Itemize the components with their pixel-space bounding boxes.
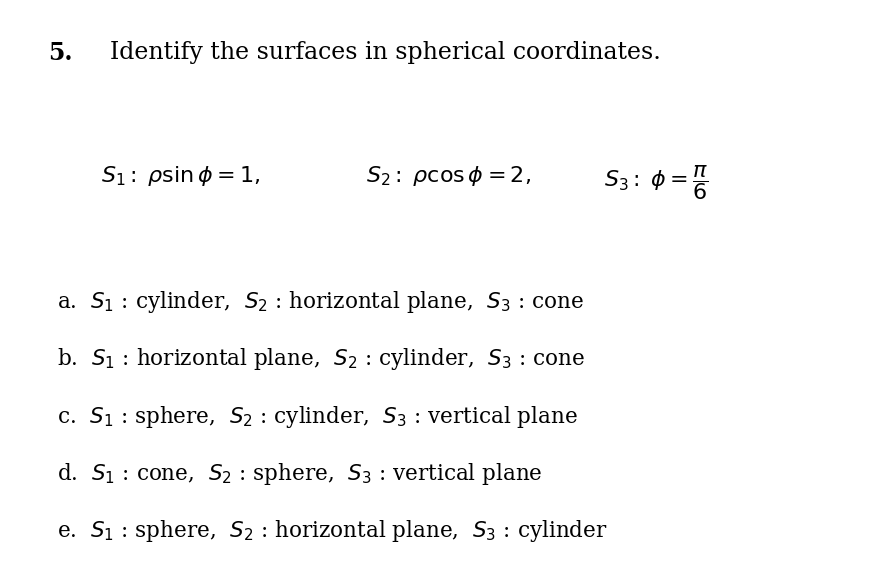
Text: Identify the surfaces in spherical coordinates.: Identify the surfaces in spherical coord…: [110, 41, 662, 64]
Text: d.  $S_1$ : cone,  $S_2$ : sphere,  $S_3$ : vertical plane: d. $S_1$ : cone, $S_2$ : sphere, $S_3$ :…: [57, 461, 543, 487]
Text: $S_2 : \; \rho \cos \phi = 2,$: $S_2 : \; \rho \cos \phi = 2,$: [366, 164, 531, 187]
Text: e.  $S_1$ : sphere,  $S_2$ : horizontal plane,  $S_3$ : cylinder: e. $S_1$ : sphere, $S_2$ : horizontal pl…: [57, 518, 608, 544]
Text: $S_1 : \; \rho \sin \phi = 1,$: $S_1 : \; \rho \sin \phi = 1,$: [101, 164, 261, 187]
Text: 5.: 5.: [49, 41, 73, 65]
Text: a.  $S_1$ : cylinder,  $S_2$ : horizontal plane,  $S_3$ : cone: a. $S_1$ : cylinder, $S_2$ : horizontal …: [57, 289, 584, 315]
Text: c.  $S_1$ : sphere,  $S_2$ : cylinder,  $S_3$ : vertical plane: c. $S_1$ : sphere, $S_2$ : cylinder, $S_…: [57, 404, 579, 430]
Text: b.  $S_1$ : horizontal plane,  $S_2$ : cylinder,  $S_3$ : cone: b. $S_1$ : horizontal plane, $S_2$ : cyl…: [57, 346, 585, 373]
Text: $S_3 : \; \phi = \dfrac{\pi}{6}$: $S_3 : \; \phi = \dfrac{\pi}{6}$: [604, 164, 709, 203]
